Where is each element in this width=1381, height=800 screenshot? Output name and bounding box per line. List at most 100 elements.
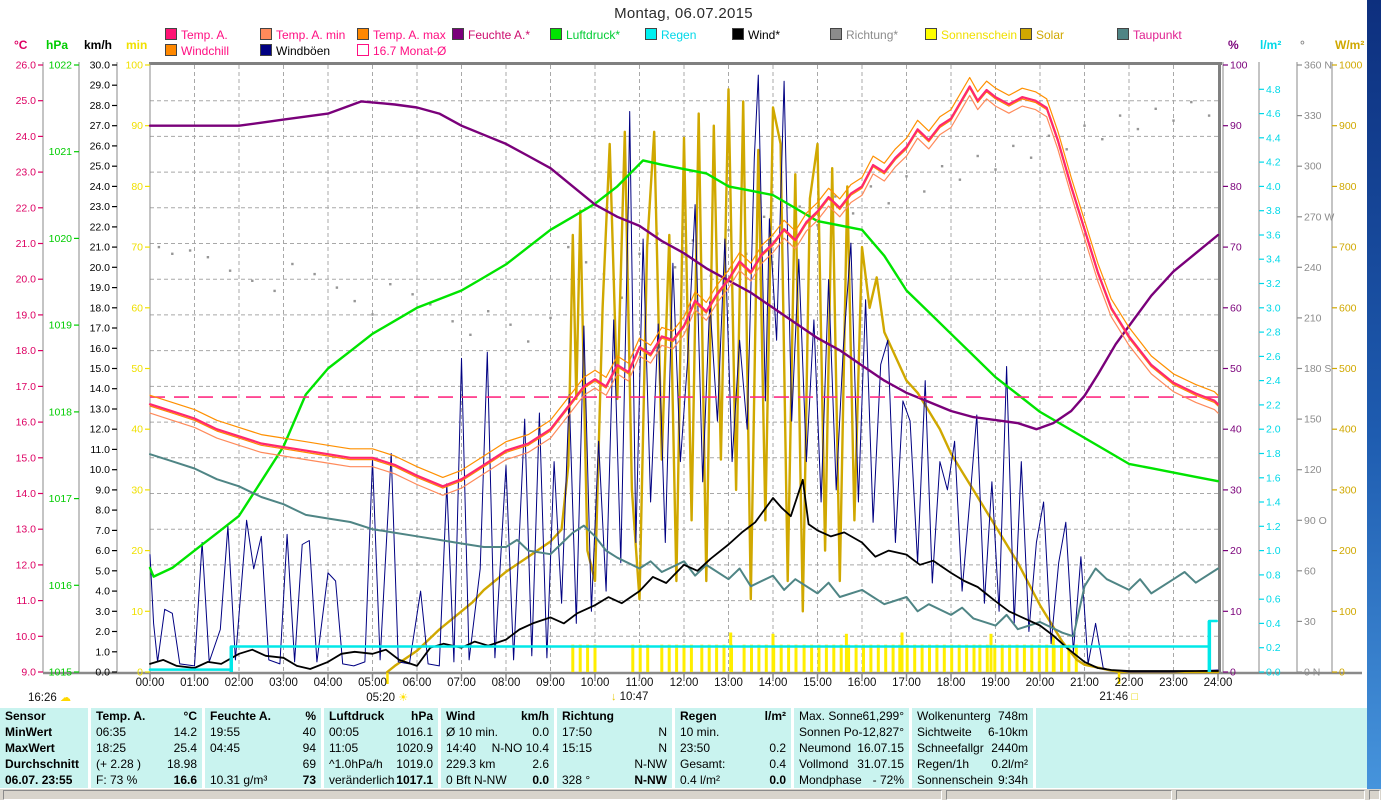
table-cell: 328 ° [562, 773, 591, 787]
table-col-info-7: Wolkenunterg 748m Sichtweite 6-10km Schneefa… [909, 708, 1033, 788]
svg-text:26.0: 26.0 [90, 140, 111, 152]
table-row: veränderlich 1017.1 [329, 773, 433, 789]
table-cell: 6-10km [987, 725, 1028, 739]
table-cell: 19:55 [210, 725, 241, 739]
table-cell: 229.3 km [446, 757, 496, 771]
legend-item-richtung: Richtung* [830, 28, 899, 42]
status-segment-3 [1369, 790, 1380, 800]
svg-text:21.0: 21.0 [16, 238, 37, 250]
table-cell: Temp. A. [96, 709, 146, 723]
table-row: Sichtweite 6-10km [917, 725, 1028, 741]
series-luftdruck [148, 159, 1220, 578]
axis-unit-min: min [126, 38, 148, 52]
chart-plot-area[interactable]: 9.0 10.0 11.0 12.0 13.0 14.0 15.0 16.0 17.0 18.0 1… [0, 0, 1381, 706]
table-cell: Gesamt: [680, 757, 726, 771]
table-row: Ø 10 min. 0.0 [446, 725, 549, 741]
legend-item-feuchte-a: Feuchte A.* [452, 28, 530, 42]
table-cell: Vollmond [799, 757, 849, 771]
table-row: 04:45 94 [210, 741, 316, 757]
svg-text:15.0: 15.0 [16, 452, 37, 464]
table-col-regen: Regen l/m² 10 min. 23:50 0.2 Gesamt: 0.4 0.4 l/… [672, 708, 791, 788]
series-windb-en [149, 74, 1219, 673]
table-cell: Sichtweite [917, 725, 972, 739]
table-row: MaxWert [5, 741, 83, 757]
table-row: Regen/1h 0.2l/m² [917, 757, 1028, 773]
legend-swatch-windb-en [260, 44, 272, 56]
table-cell: 06:35 [96, 725, 127, 739]
table-cell: 18.98 [166, 757, 197, 771]
legend-swatch-wind [732, 28, 744, 40]
axis-: 0 N 30 60 90 O 120 150 180 S 210 240 270 W 300 330 3… [1296, 60, 1334, 679]
table-row: Max. Sonnen61,299° [799, 709, 904, 725]
svg-text:3.4: 3.4 [1266, 254, 1281, 266]
svg-text:25.0: 25.0 [16, 95, 37, 107]
svg-text:6.0: 6.0 [95, 545, 110, 557]
table-col-wind: Wind km/h Ø 10 min. 0.0 14:40 N-NO 10.4 229.3 … [438, 708, 554, 788]
table-cell: N-NO 10.4 [491, 741, 549, 755]
table-row: ^1.0hPa/h 1019.0 [329, 757, 433, 773]
svg-text:2.8: 2.8 [1266, 327, 1281, 339]
table-cell: Regen [680, 709, 717, 723]
bottom-left-time: 16:26 ☁ [28, 692, 71, 704]
svg-text:27.0: 27.0 [90, 120, 111, 132]
table-cell: 18:25 [96, 741, 127, 755]
svg-text:23.0: 23.0 [90, 201, 111, 213]
legend-item-wind: Wind* [732, 28, 781, 42]
table-cell: 10.31 g/m³ [210, 773, 268, 787]
svg-text:23.0: 23.0 [16, 167, 37, 179]
table-cell: Durchschnitt [5, 757, 80, 771]
table-cell: MinWert [5, 725, 53, 739]
table-cell: Ø 10 min. [446, 725, 499, 739]
svg-text:120: 120 [1304, 464, 1322, 476]
table-cell: Regen/1h [917, 757, 970, 771]
svg-text:13.0: 13.0 [16, 524, 37, 536]
x-tick-label: 18:00 [936, 677, 966, 689]
svg-text:800: 800 [1339, 181, 1357, 193]
svg-text:7.0: 7.0 [95, 525, 110, 537]
svg-text:360 N: 360 N [1304, 60, 1332, 72]
table-row: Temp. A. °C [96, 709, 197, 725]
legend-label: Taupunkt [1133, 28, 1182, 42]
table-cell: 0.4 [769, 757, 786, 771]
svg-text:21.0: 21.0 [90, 242, 111, 254]
table-cell: N [658, 741, 667, 755]
svg-text:0.0: 0.0 [95, 667, 110, 679]
svg-text:26.0: 26.0 [16, 60, 37, 72]
x-tick-label: 17:00 [892, 677, 921, 689]
axis-c: 9.0 10.0 11.0 12.0 13.0 14.0 15.0 16.0 17.0 18.0 1… [16, 60, 44, 679]
svg-text:2.0: 2.0 [95, 626, 110, 638]
legend-swatch-temp-a-min [260, 28, 272, 40]
svg-text:4.2: 4.2 [1266, 157, 1281, 169]
table-row: Wind km/h [446, 709, 549, 725]
cloud-icon: ☁ [59, 692, 71, 704]
legend-label: 16.7 Monat-Ø [373, 44, 447, 58]
table-col-luftdruck: Luftdruck hPa 00:05 1016.1 11:05 1020.9 ^1.0hP… [321, 708, 438, 788]
legend-label: Wind* [748, 28, 781, 42]
table-row: 00:05 1016.1 [329, 725, 433, 741]
table-row: Durchschnitt [5, 757, 83, 773]
x-tick-label: 20:00 [1025, 677, 1055, 689]
axis-: 0 10 20 30 40 50 60 70 80 90 100 [1222, 60, 1248, 679]
table-row: F: 73 % 16.6 [96, 773, 197, 789]
x-tick-label: 22:00 [1114, 677, 1144, 689]
legend-label: Richtung* [846, 28, 899, 42]
legend-label: Solar [1036, 28, 1065, 42]
svg-text:4.6: 4.6 [1266, 108, 1281, 120]
legend-item-sonnenschein: Sonnenschein [925, 28, 1017, 42]
svg-text:20: 20 [131, 545, 143, 557]
x-tick-label: 02:00 [224, 677, 254, 689]
table-cell: Wind [446, 709, 476, 723]
series-wind [149, 478, 1219, 672]
x-tick-label: 01:00 [180, 677, 209, 689]
table-cell: 31.07.15 [857, 757, 904, 771]
table-cell: 17:50 [562, 725, 593, 739]
table-cell: °C [183, 709, 197, 723]
svg-text:1015: 1015 [49, 667, 73, 679]
table-cell: - 72% [872, 773, 904, 787]
table-cell: Sensor [5, 709, 46, 723]
table-cell: Richtung [562, 709, 614, 723]
x-tick-label: 15:00 [803, 677, 832, 689]
svg-text:210: 210 [1304, 312, 1322, 324]
table-col-richtung: Richtung 17:50 N 15:15 N N-NW 328 ° N-NW [554, 708, 672, 788]
x-tick-label: 08:00 [491, 677, 521, 689]
